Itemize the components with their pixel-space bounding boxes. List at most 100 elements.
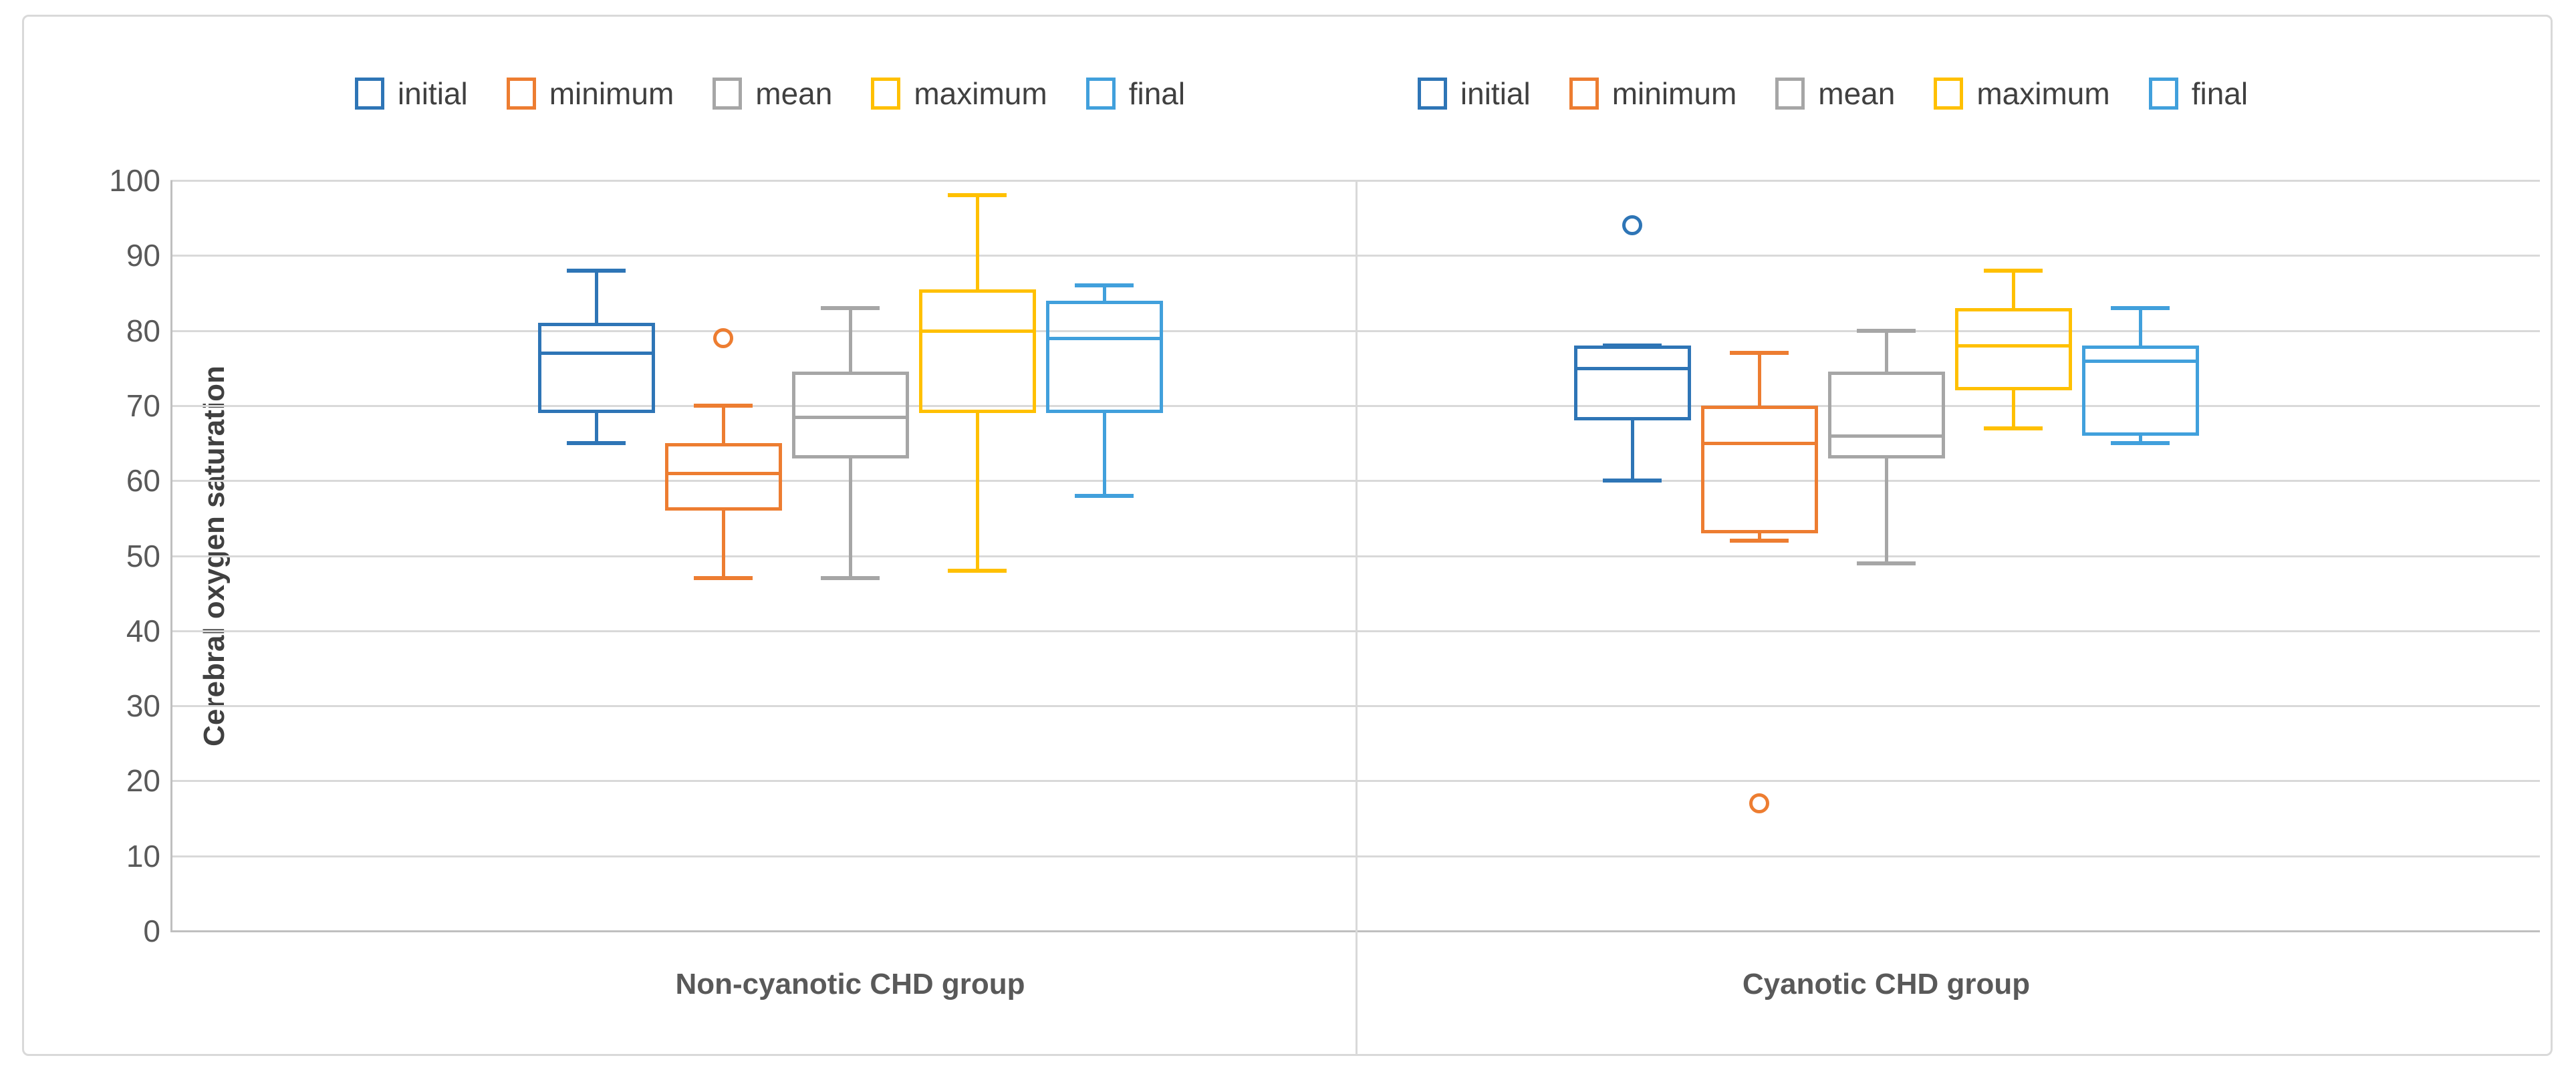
whisker-lower-cyanotic-minimum	[1758, 533, 1761, 541]
whisker-lower-non-cyanotic-initial	[595, 413, 598, 444]
whisker-lower-non-cyanotic-minimum	[722, 511, 725, 579]
whisker-cap-lower-cyanotic-maximum	[1984, 426, 2043, 430]
legend-swatch-maximum-icon	[871, 78, 901, 110]
legend-group-2: initial minimum mean maximum final	[1365, 72, 2301, 115]
median-non-cyanotic-maximum	[922, 329, 1033, 333]
box-cyanotic-maximum	[1954, 307, 2072, 391]
legend-label-mean: mean	[755, 76, 833, 111]
box-cyanotic-mean	[1827, 372, 1945, 458]
gridline-80	[170, 329, 2540, 332]
box-cyanotic-final	[2081, 346, 2199, 436]
whisker-lower-cyanotic-mean	[1885, 458, 1888, 563]
outlier-cyanotic-initial-0	[1622, 215, 1642, 236]
median-non-cyanotic-final	[1049, 336, 1160, 340]
whisker-cap-upper-non-cyanotic-maximum	[948, 193, 1007, 198]
whisker-cap-upper-cyanotic-maximum	[1984, 268, 2043, 273]
box-non-cyanotic-initial	[537, 323, 655, 414]
y-tick-label-0: 0	[143, 914, 160, 948]
legend-item-final[interactable]: final	[1085, 76, 1186, 111]
whisker-cap-lower-non-cyanotic-minimum	[694, 576, 753, 581]
gridline-10	[170, 855, 2540, 857]
legend-swatch-mean-icon	[713, 78, 743, 110]
median-non-cyanotic-initial	[541, 352, 652, 356]
whisker-upper-cyanotic-minimum	[1758, 353, 1761, 406]
whisker-lower-cyanotic-initial	[1631, 420, 1634, 481]
whisker-lower-non-cyanotic-final	[1103, 413, 1106, 496]
whisker-lower-non-cyanotic-maximum	[976, 413, 979, 571]
legend-label-initial: initial	[1460, 76, 1531, 111]
gridline-50	[170, 555, 2540, 557]
legend-swatch-final-icon	[2148, 78, 2178, 110]
whisker-upper-non-cyanotic-final	[1103, 285, 1106, 301]
gridline-70	[170, 404, 2540, 407]
box-non-cyanotic-maximum	[918, 289, 1036, 414]
whisker-upper-non-cyanotic-initial	[595, 270, 598, 323]
outlier-cyanotic-minimum-0	[1749, 793, 1769, 814]
legend-item-initial[interactable]: initial	[1417, 76, 1531, 111]
legend-item-minimum[interactable]: minimum	[506, 78, 674, 110]
legend-swatch-maximum-icon	[1934, 78, 1964, 110]
y-tick-label-90: 90	[126, 238, 160, 273]
whisker-upper-cyanotic-maximum	[2012, 270, 2015, 308]
median-cyanotic-initial	[1577, 366, 1688, 370]
legend-label-mean: mean	[1818, 76, 1896, 111]
y-tick-label-30: 30	[126, 688, 160, 724]
box-cyanotic-minimum	[1700, 405, 1818, 533]
whisker-cap-upper-cyanotic-minimum	[1730, 351, 1789, 356]
whisker-upper-non-cyanotic-minimum	[722, 405, 725, 444]
box-non-cyanotic-mean	[791, 372, 909, 458]
gridline-0	[170, 930, 2540, 932]
median-non-cyanotic-mean	[795, 415, 906, 419]
median-cyanotic-final	[2085, 359, 2196, 363]
legend-item-mean[interactable]: mean	[1775, 78, 1895, 110]
whisker-upper-non-cyanotic-maximum	[976, 195, 979, 289]
legend-item-mean[interactable]: mean	[713, 78, 832, 110]
whisker-lower-non-cyanotic-mean	[849, 458, 852, 579]
whisker-cap-lower-non-cyanotic-initial	[567, 441, 626, 446]
whisker-upper-non-cyanotic-mean	[849, 307, 852, 372]
legend-swatch-initial-icon	[354, 78, 384, 110]
box-non-cyanotic-final	[1045, 300, 1163, 414]
legend-item-minimum[interactable]: minimum	[1569, 78, 1736, 110]
legend-label-maximum: maximum	[914, 76, 1047, 111]
legend-label-final: final	[1128, 76, 1186, 111]
box-non-cyanotic-minimum	[664, 443, 782, 511]
whisker-cap-lower-cyanotic-final	[2111, 441, 2170, 446]
legend-item-maximum[interactable]: maximum	[1934, 76, 2110, 111]
gridline-30	[170, 705, 2540, 708]
category-label-1: Non-cyanotic CHD group	[675, 968, 1025, 1000]
box-cyanotic-initial	[1573, 346, 1691, 421]
whisker-cap-lower-non-cyanotic-final	[1075, 493, 1134, 498]
whisker-cap-lower-non-cyanotic-maximum	[948, 568, 1007, 573]
median-cyanotic-minimum	[1704, 442, 1815, 446]
whisker-upper-cyanotic-mean	[1885, 330, 1888, 372]
whisker-cap-upper-non-cyanotic-mean	[821, 305, 880, 310]
y-tick-label-60: 60	[126, 463, 160, 499]
legend-label-maximum: maximum	[1976, 76, 2110, 111]
gridline-60	[170, 480, 2540, 483]
whisker-upper-cyanotic-final	[2139, 307, 2142, 346]
whisker-cap-lower-cyanotic-initial	[1603, 479, 1662, 483]
whisker-lower-cyanotic-final	[2139, 435, 2142, 444]
y-tick-label-70: 70	[126, 388, 160, 423]
whisker-cap-upper-cyanotic-mean	[1857, 328, 1916, 333]
whisker-cap-lower-cyanotic-mean	[1857, 561, 1916, 565]
y-tick-label-40: 40	[126, 613, 160, 648]
y-tick-label-20: 20	[126, 763, 160, 799]
gridline-90	[170, 255, 2540, 257]
legend-item-maximum[interactable]: maximum	[871, 78, 1047, 110]
category-label-2: Cyanotic CHD group	[1742, 968, 2031, 1000]
gridline-20	[170, 780, 2540, 783]
y-tick-label-100: 100	[109, 163, 160, 198]
legend-item-initial[interactable]: initial	[354, 78, 468, 110]
legend-swatch-minimum-icon	[1569, 78, 1599, 110]
legend-item-final[interactable]: final	[2148, 78, 2248, 110]
legend-group-1: initial minimum mean maximum final	[302, 72, 1238, 115]
outlier-non-cyanotic-minimum-0	[713, 327, 733, 348]
whisker-lower-cyanotic-maximum	[2012, 390, 2015, 428]
whisker-cap-upper-cyanotic-final	[2111, 305, 2170, 310]
panel-divider	[1356, 180, 1358, 1056]
whisker-cap-lower-cyanotic-minimum	[1730, 539, 1789, 543]
median-non-cyanotic-minimum	[668, 471, 779, 475]
